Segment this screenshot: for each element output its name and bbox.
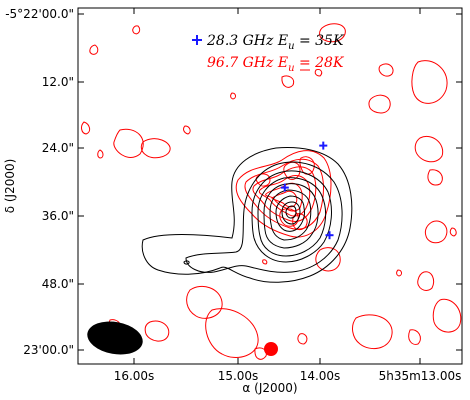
legend-entry-1-text: 28.3 GHz E bbox=[206, 33, 288, 49]
y-tick-label: 24.0" bbox=[42, 141, 74, 155]
svg-text:28.3 GHz Eu = 35K: 28.3 GHz Eu = 35K bbox=[206, 33, 345, 52]
y-tick-label: 48.0" bbox=[42, 277, 74, 291]
x-axis: 16.00s 15.00s 14.00s 5h35m13.00s bbox=[114, 8, 462, 383]
source-markers bbox=[280, 141, 334, 240]
x-axis-title: α (J2000) bbox=[242, 381, 297, 395]
legend-entry-1-sub: u bbox=[288, 41, 294, 52]
y-tick-label: 36.0" bbox=[42, 209, 74, 223]
legend-marker-icon bbox=[192, 35, 202, 45]
plot-frame bbox=[77, 7, 463, 365]
y-axis: -5°22'00.0" 12.0" 24.0" 36.0" 48.0" 23'00.0" bbox=[5, 7, 462, 357]
legend: 28.3 GHz Eu = 35K 96.7 GHz Eu = 28K bbox=[192, 33, 345, 74]
x-tick-label: 5h35m13.00s bbox=[379, 369, 462, 383]
y-tick-label: 23'00.0" bbox=[23, 343, 74, 357]
legend-entry-2-sub: u bbox=[288, 63, 294, 74]
legend-entry-1-tail: = 35K bbox=[295, 33, 345, 49]
black-beam bbox=[87, 321, 143, 355]
y-tick-label: -5°22'00.0" bbox=[5, 7, 74, 21]
x-tick-label: 15.00s bbox=[218, 369, 259, 383]
red-beam bbox=[264, 342, 278, 356]
black-contours bbox=[141, 147, 353, 283]
legend-entry-2-tail: = 28K bbox=[295, 55, 345, 71]
plus-marker-icon bbox=[319, 141, 328, 150]
x-tick-label: 14.00s bbox=[300, 369, 341, 383]
legend-entry-2-text: 96.7 GHz E bbox=[207, 55, 288, 71]
x-tick-label: 16.00s bbox=[114, 369, 155, 383]
y-axis-title: δ (J2000) bbox=[3, 159, 17, 214]
svg-text:96.7 GHz Eu = 28K: 96.7 GHz Eu = 28K bbox=[207, 55, 345, 74]
plus-marker-icon bbox=[325, 231, 334, 240]
red-contours bbox=[81, 23, 462, 360]
plus-marker-icon bbox=[280, 183, 289, 192]
y-tick-label: 12.0" bbox=[42, 75, 74, 89]
